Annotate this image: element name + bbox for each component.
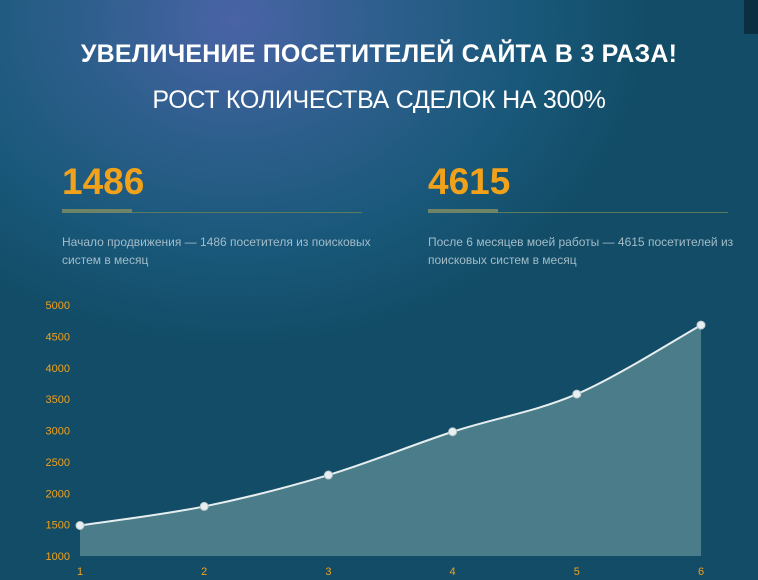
stat-start-divider [62,209,362,213]
data-point-4 [448,427,458,437]
y-tick-label: 3000 [46,426,70,438]
x-tick-label: 3 [325,566,331,578]
y-tick-label: 3500 [46,394,70,406]
chart-area [80,325,701,556]
data-point-5 [572,389,582,399]
data-point-6 [696,320,706,330]
stat-start-description: Начало продвижения — 1486 посетителя из … [62,235,371,267]
stat-end-divider [428,209,728,213]
stat-end: 4615 После 6 месяцев моей работы — 4615 … [428,160,738,269]
x-tick-label: 6 [698,566,704,578]
y-tick-label: 5000 [46,300,70,312]
x-tick-label: 2 [201,566,207,578]
y-tick-label: 2000 [46,488,70,500]
stat-start-value: 1486 [62,161,145,202]
y-tick-label: 4500 [46,331,70,343]
corner-shadow [744,0,758,34]
y-tick-label: 1500 [46,520,70,532]
page-subtitle: РОСТ КОЛИЧЕСТВА СДЕЛОК НА 300% [152,86,606,114]
page-title: УВЕЛИЧЕНИЕ ПОСЕТИТЕЛЕЙ САЙТА В 3 РАЗА! [80,40,678,68]
data-point-2 [199,501,209,511]
x-tick-label: 1 [77,566,83,578]
stat-end-description: После 6 месяцев моей работы — 4615 посет… [428,235,734,267]
stat-end-divider-accent [428,209,498,213]
y-tick-label: 4000 [46,363,70,375]
stat-start-divider-accent [62,209,132,213]
series-line [79,324,702,527]
x-tick-label: 5 [574,566,580,578]
x-tick-label: 4 [450,566,456,578]
y-tick-label: 2500 [46,457,70,469]
data-point-3 [323,470,333,480]
data-point-1 [75,521,85,531]
stat-end-value: 4615 [428,161,511,202]
visitors-chart: 1000 1500 2000 2500 3000 3500 4000 4500 5000 1 2 3 4… [46,300,706,578]
y-tick-label: 1000 [46,551,70,563]
stat-start: 1486 Начало продвижения — 1486 посетител… [62,160,372,269]
